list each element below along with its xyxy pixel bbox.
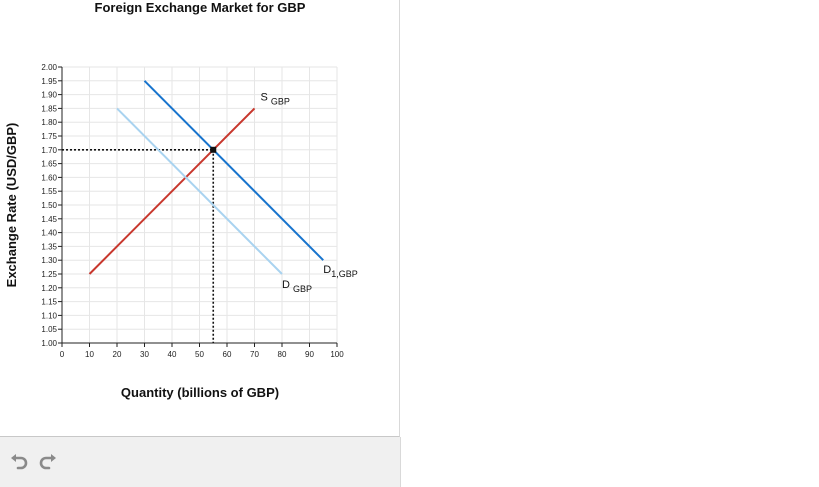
x-tick-label: 70 xyxy=(250,350,259,359)
graph-panel: Foreign Exchange Market for GBP 0 10 20 30 4… xyxy=(0,0,400,437)
x-tick-label: 30 xyxy=(140,350,149,359)
y-tick-label: 1.80 xyxy=(41,118,57,127)
toolbar xyxy=(0,437,401,487)
x-tick-label: 80 xyxy=(278,350,287,359)
undo-button[interactable] xyxy=(8,451,30,473)
x-tick-label: 50 xyxy=(195,350,204,359)
supply-label-subscript: GBP xyxy=(271,96,290,106)
y-tick-label: 1.60 xyxy=(41,173,57,182)
y-tick-label: 1.00 xyxy=(41,339,57,348)
y-tick-label: 1.25 xyxy=(41,270,57,279)
y-tick-label: 1.85 xyxy=(41,104,57,113)
demand-new-label-subscript: 1,GBP xyxy=(331,269,358,279)
equilibrium-point[interactable] xyxy=(210,146,217,153)
y-tick-label: 1.10 xyxy=(41,311,57,320)
y-tick-label: 1.95 xyxy=(41,77,57,86)
redo-icon xyxy=(39,454,56,470)
x-axis-title: Quantity (billions of GBP) xyxy=(121,385,279,400)
x-tick-label: 10 xyxy=(85,350,94,359)
demand-old-curve xyxy=(116,107,283,275)
axes xyxy=(58,66,338,347)
chart-title: Foreign Exchange Market for GBP xyxy=(95,0,306,15)
x-tick-label: 0 xyxy=(60,350,65,359)
grid xyxy=(61,66,338,344)
y-tick-label: 1.05 xyxy=(41,325,57,334)
x-tick-label: 90 xyxy=(305,350,314,359)
y-axis-title: Exchange Rate (USD/GBP) xyxy=(4,123,19,288)
y-tick-label: 1.50 xyxy=(41,201,57,210)
y-tick-label: 2.00 xyxy=(41,63,57,72)
y-tick-label: 1.75 xyxy=(41,132,57,141)
x-tick-label: 60 xyxy=(223,350,232,359)
supply-label: S GBP xyxy=(261,91,290,106)
chart: Foreign Exchange Market for GBP 0 10 20 30 4… xyxy=(4,0,358,400)
y-tick-label: 1.20 xyxy=(41,284,57,293)
curves xyxy=(88,80,324,275)
y-tick-label: 1.35 xyxy=(41,242,57,251)
x-tick-label: 40 xyxy=(168,350,177,359)
demand-new-label: D1,GBP xyxy=(323,264,357,279)
x-tick-labels: 0 10 20 30 40 50 60 70 80 90 100 xyxy=(60,350,344,359)
y-tick-label: 1.65 xyxy=(41,160,57,169)
y-tick-label: 1.40 xyxy=(41,229,57,238)
undo-icon xyxy=(11,454,28,470)
supply-curve xyxy=(88,107,256,275)
demand-new-curve xyxy=(143,80,324,261)
x-tick-label: 20 xyxy=(113,350,122,359)
equilibrium-guides xyxy=(62,149,215,343)
y-tick-label: 1.70 xyxy=(41,146,57,155)
demand-old-label-subscript: GBP xyxy=(293,284,312,294)
x-tick-label: 100 xyxy=(330,350,344,359)
demand-old-label: D GBP xyxy=(282,279,312,294)
y-tick-label: 1.30 xyxy=(41,256,57,265)
y-tick-label: 1.90 xyxy=(41,91,57,100)
y-tick-label: 1.45 xyxy=(41,215,57,224)
y-tick-labels: 1.00 1.05 1.10 1.15 1.20 1.25 1.30 1.35 1.40 1.45… xyxy=(41,63,57,348)
y-tick-label: 1.15 xyxy=(41,298,57,307)
redo-button[interactable] xyxy=(37,451,59,473)
y-tick-label: 1.55 xyxy=(41,187,57,196)
